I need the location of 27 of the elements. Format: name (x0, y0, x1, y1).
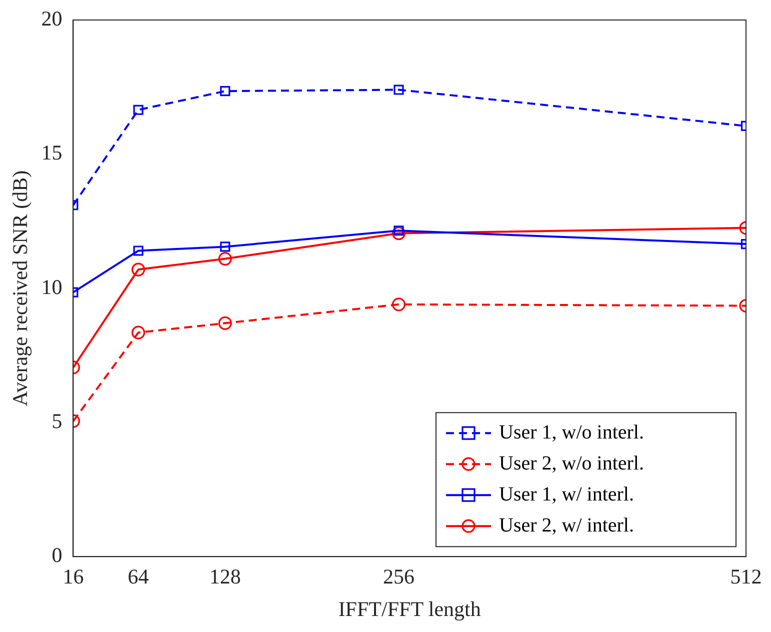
point (132, 262, 146, 276)
x-tick-label: 512 (730, 564, 762, 589)
point (133, 246, 144, 256)
x-tick-label: 128 (209, 564, 241, 589)
x-tick-label: 256 (383, 564, 414, 589)
point (218, 316, 232, 330)
point (218, 252, 232, 266)
point (392, 226, 406, 240)
y-tick-label: 15 (41, 140, 62, 165)
x-axis-title: IFFT/FFT length (338, 596, 482, 621)
point (394, 84, 404, 95)
y-tick-label: 20 (41, 6, 62, 31)
point (392, 298, 406, 312)
legend-label: User 2, w/o interl. (499, 452, 644, 474)
x-tick-label: 16 (62, 564, 84, 589)
y-axis-title: Average received SNR (dB) (8, 170, 32, 406)
point (132, 326, 146, 340)
y-tick-label: 10 (41, 274, 62, 299)
legend-label: User 2, w/ interl. (499, 514, 634, 536)
y-tick-label: 5 (52, 408, 62, 433)
y-tick-label: 0 (52, 543, 62, 568)
x-tick-label: 64 (128, 564, 150, 589)
point (220, 86, 230, 96)
point (133, 104, 144, 115)
point (220, 242, 230, 252)
legend-label: User 1, w/ interl. (499, 483, 634, 506)
legend-label: User 1, w/o interl. (499, 421, 644, 444)
